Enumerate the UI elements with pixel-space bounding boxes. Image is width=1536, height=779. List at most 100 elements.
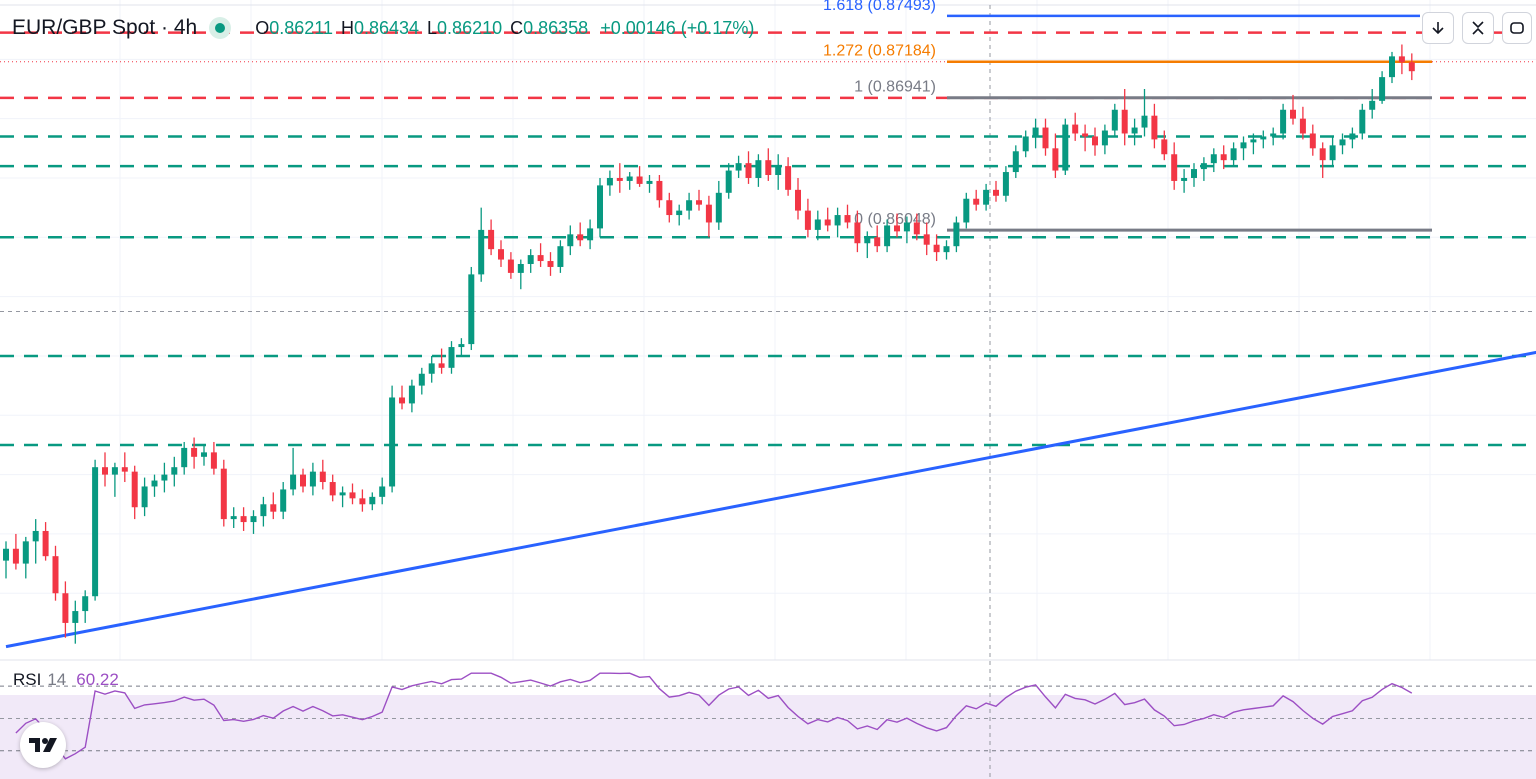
candle-body	[814, 219, 821, 230]
low-value: 0.86210	[437, 17, 503, 38]
candle-body	[1082, 133, 1089, 137]
rsi-legend[interactable]: RSI 14 60.22	[13, 670, 119, 690]
fib-level-label: 1.272 (0.87184)	[823, 43, 936, 60]
open-value: 0.86211	[269, 17, 333, 38]
candle-body	[389, 397, 396, 487]
candle-body	[1151, 115, 1158, 140]
candle-body	[1230, 148, 1237, 161]
candle-body	[319, 471, 326, 483]
change-value: +0.00146 (+0.17%)	[600, 17, 755, 38]
trendlines	[5, 350, 1536, 649]
candle-body	[1181, 177, 1188, 181]
candle-body	[191, 447, 198, 457]
candle-body	[963, 198, 970, 223]
candle-body	[854, 222, 861, 244]
candle-body	[1121, 109, 1128, 134]
candle-body	[1290, 109, 1296, 119]
candle-body	[230, 516, 237, 520]
candle-body	[923, 234, 930, 245]
collapse-button[interactable]	[1462, 12, 1494, 44]
candle-body	[616, 177, 623, 181]
candle-body	[141, 486, 148, 508]
candle-body	[250, 516, 257, 523]
fullscreen-button[interactable]	[1502, 12, 1532, 44]
candle-body	[1398, 56, 1405, 63]
candle-body	[131, 471, 138, 508]
candle-body	[1260, 136, 1267, 140]
candle-body	[62, 593, 69, 623]
candle-body	[943, 246, 950, 253]
symbol-title[interactable]: EUR/GBP Spot · 4h	[12, 16, 198, 39]
candle-body	[1329, 145, 1336, 161]
candle-body	[745, 163, 752, 178]
arrow-down-icon	[1432, 22, 1444, 35]
candle-body	[72, 611, 79, 623]
candle-body	[903, 222, 910, 232]
low-key: L	[427, 17, 438, 38]
candle-body	[12, 548, 19, 564]
candle-body	[290, 474, 297, 490]
candle-body	[1161, 139, 1168, 155]
candle-body	[755, 160, 762, 178]
candle-body	[973, 198, 980, 205]
candle-body	[795, 189, 801, 211]
candle-body	[300, 474, 306, 487]
candle-body	[1052, 148, 1059, 171]
tradingview-logo[interactable]	[20, 722, 66, 768]
candle-body	[1131, 127, 1138, 134]
arrow-down-button[interactable]	[1422, 12, 1454, 44]
candle-body	[240, 516, 247, 523]
candle-body	[329, 482, 336, 496]
candle-body	[161, 474, 168, 481]
open-key: O	[255, 17, 270, 38]
tradingview-logo-icon	[29, 738, 57, 752]
candle-body	[448, 347, 455, 368]
candle-body	[1171, 154, 1178, 181]
candle-body	[1339, 139, 1346, 146]
candle-body	[587, 228, 594, 241]
rsi-value: 60.22	[76, 670, 119, 689]
candle-body	[775, 166, 782, 176]
candle-body	[547, 261, 554, 267]
candle-body	[656, 180, 663, 201]
candle-body	[834, 215, 841, 226]
candle-body	[111, 467, 118, 475]
candle-body	[339, 492, 346, 496]
candle-body	[220, 468, 227, 520]
rsi-band	[0, 695, 1536, 779]
candle-body	[953, 222, 960, 247]
candle-body	[92, 467, 99, 597]
high-key: H	[340, 17, 354, 38]
candle-body	[369, 496, 376, 505]
candle-body	[1319, 148, 1326, 161]
candle-body	[1092, 136, 1098, 146]
candle-body	[1280, 109, 1287, 134]
close-value: 0.86358	[523, 17, 589, 38]
candle-body	[22, 541, 29, 564]
candle-body	[666, 200, 673, 216]
candle-body	[1042, 127, 1049, 149]
candle-body	[32, 530, 39, 542]
candle-body	[121, 467, 128, 472]
candle-body	[1299, 118, 1306, 134]
candle-body	[1220, 154, 1227, 161]
candle-body	[725, 170, 732, 193]
candle-body	[527, 255, 534, 264]
candle-body	[606, 177, 613, 186]
symbol-header: EUR/GBP Spot · 4h O 0.86211 H 0.86434 L 0.8…	[12, 14, 754, 42]
candle-body	[983, 189, 990, 205]
candle-body	[1200, 163, 1207, 170]
candle-body	[844, 215, 851, 223]
collapse-icon	[1472, 21, 1484, 35]
candle-body	[765, 160, 772, 176]
candle-body	[181, 447, 188, 468]
candle-body	[1270, 133, 1277, 137]
candle-body	[1389, 56, 1395, 78]
candle-body	[1062, 124, 1069, 171]
candle-body	[1002, 172, 1009, 196]
candle-body	[1072, 124, 1079, 134]
candle-body	[1379, 77, 1386, 101]
candle-body	[507, 259, 514, 273]
candle-body	[1022, 136, 1029, 152]
